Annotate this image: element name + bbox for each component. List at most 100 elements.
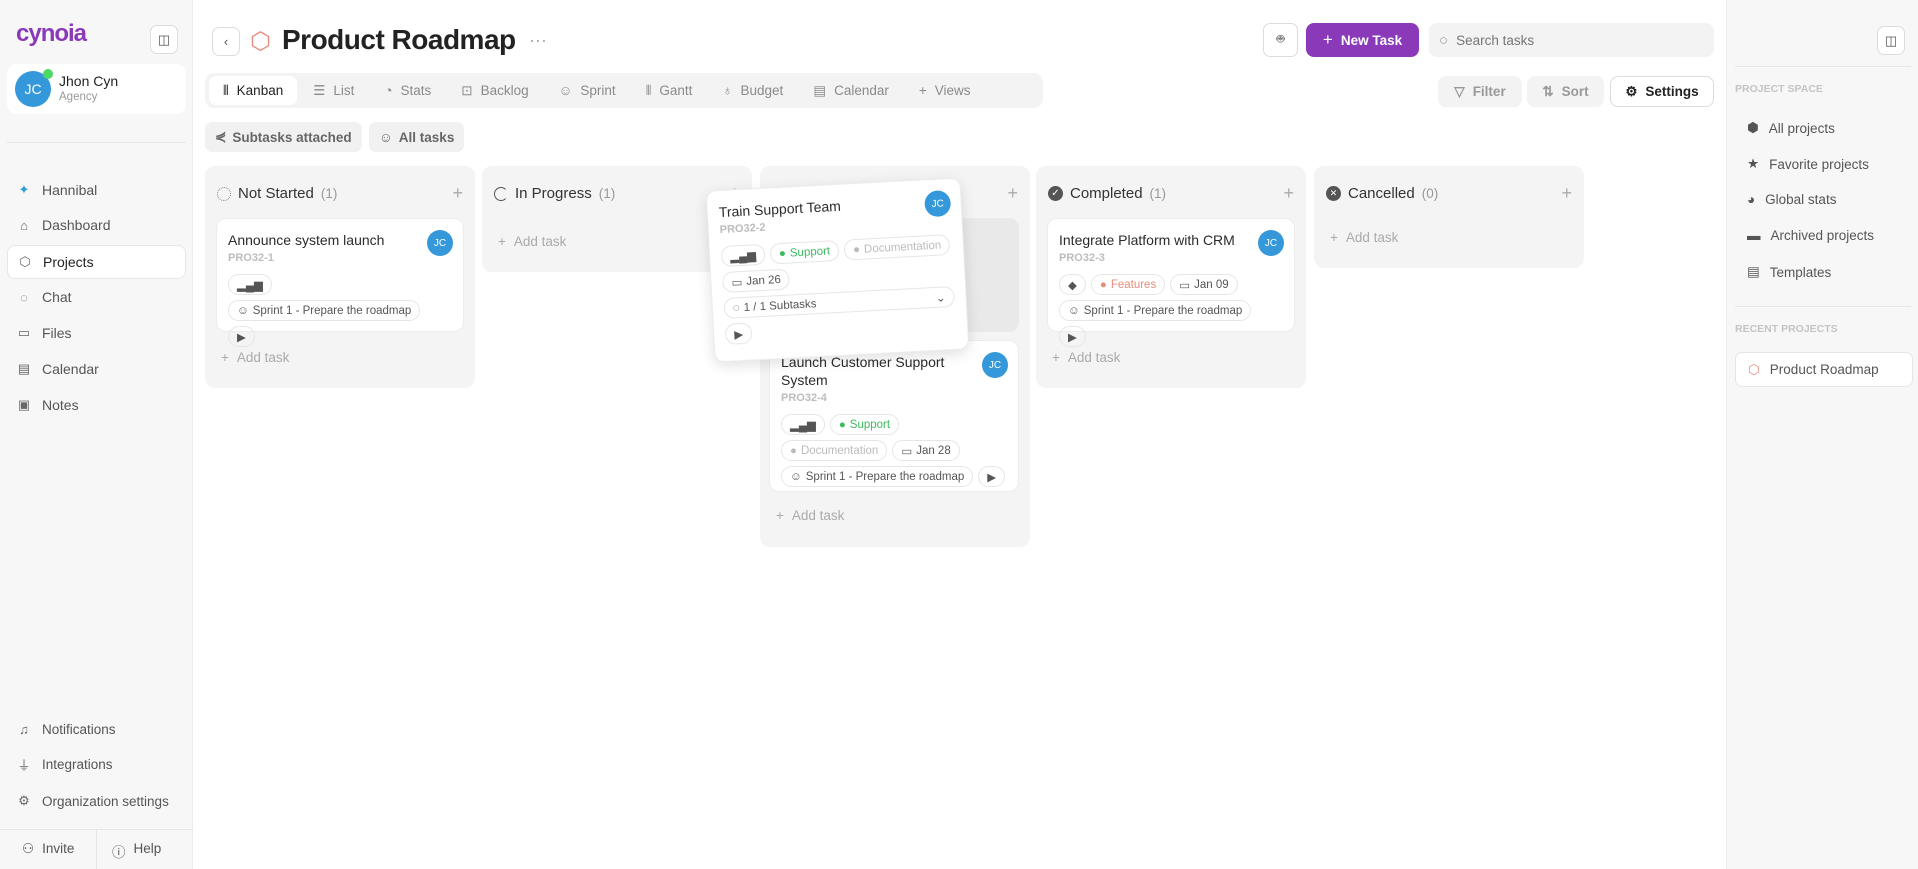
play-timer-button[interactable]: ▶	[1059, 326, 1086, 347]
sidebar-item-chat[interactable]: ◌ Chat	[7, 280, 186, 314]
sidebar-item-notes[interactable]: ▣ Notes	[7, 388, 186, 422]
task-title: Launch Customer Support System	[781, 354, 945, 388]
invite-button[interactable]: ⚇ Invite	[22, 841, 74, 857]
assignee-avatar[interactable]: JC	[982, 352, 1008, 378]
sidebar-item-dashboard[interactable]: ⌂ Dashboard	[7, 208, 186, 242]
sidebar-item-notifications[interactable]: ♫ Notifications	[7, 712, 186, 746]
sidebar-item-organization-settings[interactable]: ⚙ Organization settings	[7, 784, 186, 818]
search-input[interactable]	[1456, 32, 1697, 48]
tag-label: Support	[849, 418, 891, 431]
link-label: Product Roadmap	[1769, 362, 1879, 377]
filter-button[interactable]: ▽ Filter	[1438, 76, 1522, 107]
sidebar-item-calendar[interactable]: ▤ Calendar	[7, 352, 186, 386]
add-task-plus-button[interactable]: +	[1561, 183, 1572, 203]
all-tasks-filter[interactable]: ☺ All tasks	[369, 122, 465, 152]
tab-calendar[interactable]: ▤ Calendar	[799, 76, 903, 105]
task-card[interactable]: Announce system launch PRO32-1 JC ▂▄▆ ☺ S…	[216, 218, 464, 347]
global-stats-link[interactable]: ◕ Global stats	[1747, 192, 1836, 207]
add-task-label: Add task	[236, 350, 290, 365]
sidebar-item-projects[interactable]: ⬡ Projects	[7, 245, 186, 279]
sprint-tag[interactable]: ☺ Sprint 1 - Prepare the roadmap	[228, 300, 421, 321]
ai-assistant-button[interactable]: 🤖︎	[1263, 23, 1298, 57]
play-timer-button[interactable]: ▶	[228, 326, 255, 347]
tag-icon: ●	[1099, 278, 1107, 291]
tab-sprint[interactable]: ☺ Sprint	[545, 76, 630, 105]
more-options-button[interactable]: ···	[529, 30, 547, 50]
column-title: Cancelled	[1348, 185, 1415, 202]
collapse-sidebar-button[interactable]: ◫	[150, 25, 178, 54]
play-timer-button[interactable]: ▶	[724, 322, 753, 345]
archive-icon: ▬	[1747, 228, 1761, 243]
templates-link[interactable]: ▤ Templates	[1747, 264, 1831, 280]
add-task-button[interactable]: + Add task	[498, 234, 566, 249]
priority-high-icon[interactable]: ▂▄▆	[781, 414, 825, 435]
tab-kanban[interactable]: ⫴ Kanban	[209, 76, 298, 105]
sprint-icon: ☺	[1068, 304, 1080, 317]
new-task-button[interactable]: + New Task	[1306, 23, 1419, 57]
priority-urgent-icon[interactable]: ◆	[1059, 274, 1086, 295]
sort-button[interactable]: ⇅ Sort	[1527, 76, 1604, 107]
help-button[interactable]: ⓘ Help	[112, 841, 161, 861]
due-date[interactable]: ▭ Jan 26	[721, 268, 791, 294]
column-title: Completed	[1070, 185, 1143, 202]
priority-high-icon[interactable]: ▂▄▆	[720, 243, 766, 268]
add-task-plus-button[interactable]: +	[452, 183, 463, 203]
assignee-avatar[interactable]: JC	[427, 230, 453, 256]
calendar-icon: ▤	[813, 82, 827, 98]
add-task-button[interactable]: + Add task	[1052, 350, 1120, 365]
section-title: PROJECT SPACE	[1735, 83, 1823, 95]
online-status-dot	[43, 69, 53, 79]
tag-documentation[interactable]: ● Documentation	[781, 440, 888, 461]
add-task-button[interactable]: + Add task	[221, 350, 289, 365]
bell-icon: ♫	[19, 721, 29, 737]
column-count: (1)	[1149, 186, 1167, 201]
add-task-label: Add task	[513, 234, 567, 249]
sidebar-item-integrations[interactable]: ⏚ Integrations	[7, 747, 186, 781]
play-timer-button[interactable]: ▶	[978, 466, 1006, 487]
divider	[96, 829, 97, 869]
add-task-button[interactable]: + Add task	[776, 508, 844, 523]
add-task-plus-button[interactable]: +	[1283, 183, 1294, 203]
settings-button[interactable]: ⚙ Settings	[1610, 76, 1714, 107]
search-box[interactable]: ○	[1429, 23, 1714, 57]
favorite-projects-link[interactable]: ★ Favorite projects	[1747, 156, 1869, 172]
dragged-task-card[interactable]: Train Support Team PRO32-2 JC ▂▄▆ ● Suppo…	[705, 177, 970, 363]
back-button[interactable]: ‹	[212, 27, 240, 56]
kanban-icon: ⫴	[223, 82, 229, 98]
tab-stats[interactable]: ◔ Stats	[370, 76, 445, 105]
due-date[interactable]: ▭ Jan 28	[892, 440, 960, 461]
task-card[interactable]: Launch Customer Support System PRO32-4 J…	[769, 340, 1019, 492]
collapse-right-sidebar-button[interactable]: ◫	[1877, 26, 1905, 55]
tag-documentation[interactable]: ● Documentation	[843, 234, 951, 261]
tab-budget[interactable]: ♁ Budget	[708, 76, 797, 105]
tab-backlog[interactable]: ⊡ Backlog	[447, 76, 542, 105]
sprint-icon: ☺	[237, 304, 249, 317]
due-date[interactable]: ▭ Jan 09	[1170, 274, 1238, 295]
sidebar-item-files[interactable]: ▭ Files	[7, 316, 186, 350]
tab-list[interactable]: ☰ List	[299, 76, 368, 105]
subtasks-attached-filter[interactable]: ⋞ Subtasks attached	[205, 122, 362, 152]
all-projects-link[interactable]: ⬢ All projects	[1747, 120, 1835, 136]
tag-support[interactable]: ● Support	[829, 414, 900, 435]
plus-icon: +	[1052, 350, 1060, 365]
sprint-tag[interactable]: ☺ Sprint 1 - Prepare the roadmap	[781, 466, 974, 487]
sidebar-item-hannibal[interactable]: ✦ Hannibal	[7, 173, 186, 207]
tab-views[interactable]: + Views	[905, 76, 985, 105]
sprint-tag[interactable]: ☺ Sprint 1 - Prepare the roadmap	[1059, 300, 1252, 321]
tab-gantt[interactable]: ⫴ Gantt	[632, 76, 707, 105]
add-task-button[interactable]: + Add task	[1330, 230, 1398, 245]
tab-label: Kanban	[236, 83, 284, 98]
money-bag-icon: ♁	[722, 83, 733, 98]
tag-features[interactable]: ● Features	[1090, 274, 1166, 295]
user-card[interactable]: JC Jhon Cyn Agency	[7, 64, 186, 114]
priority-low-icon[interactable]: ▂▄▆	[228, 274, 272, 295]
task-card[interactable]: Integrate Platform with CRM PRO32-3 JC ◆…	[1047, 218, 1295, 347]
assignee-avatar[interactable]: JC	[1258, 230, 1284, 256]
user-role: Agency	[59, 91, 98, 103]
archived-projects-link[interactable]: ▬ Archived projects	[1747, 228, 1874, 243]
calendar-icon: ▭	[731, 276, 743, 290]
tag-support[interactable]: ● Support	[769, 239, 840, 265]
recent-project-product-roadmap[interactable]: ⬡ Product Roadmap	[1735, 352, 1913, 387]
project-icon: ⬡	[1748, 361, 1760, 377]
add-task-plus-button[interactable]: +	[1007, 183, 1018, 203]
